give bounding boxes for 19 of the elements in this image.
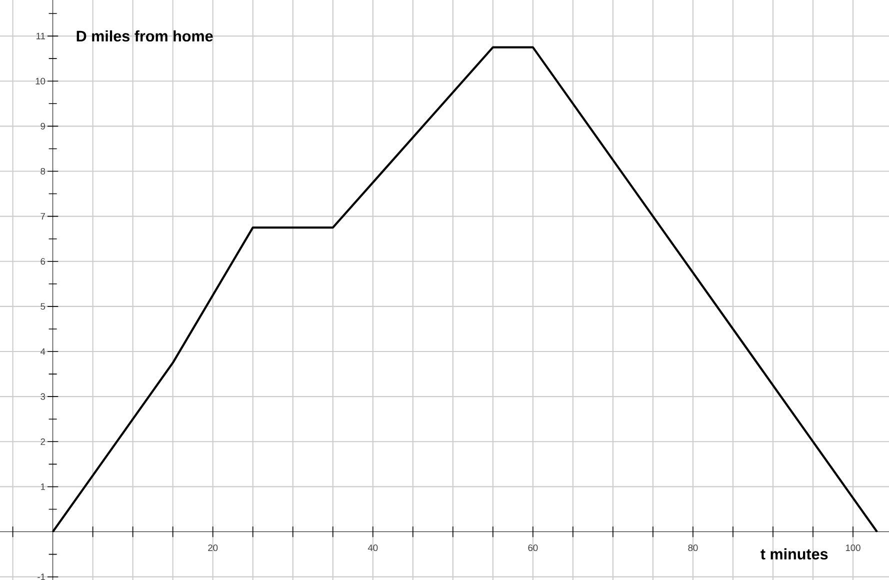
y-tick-label: 10 [36, 78, 46, 84]
x-tick-label: 20 [208, 544, 218, 552]
x-tick-label: 40 [368, 544, 378, 552]
y-tick-label: 8 [40, 168, 46, 175]
y-tick-label: 5 [40, 303, 46, 310]
x-tick-label: 80 [688, 544, 698, 552]
x-axis-title: t minutes [760, 548, 828, 560]
x-tick-label: 100 [846, 544, 860, 552]
y-axis-title: D miles from home [76, 30, 213, 42]
y-tick-label: 3 [40, 393, 46, 400]
y-tick-label: 2 [40, 438, 45, 445]
y-tick-label: 6 [40, 258, 46, 265]
y-tick-label: 4 [40, 348, 46, 355]
x-tick-label: 60 [528, 544, 538, 552]
y-tick-label: 7 [40, 213, 45, 220]
y-tick-label: 11 [36, 32, 45, 40]
y-tick-label: 1 [40, 484, 45, 490]
y-tick-label: -1 [38, 574, 45, 580]
y-tick-label: 9 [40, 122, 46, 130]
